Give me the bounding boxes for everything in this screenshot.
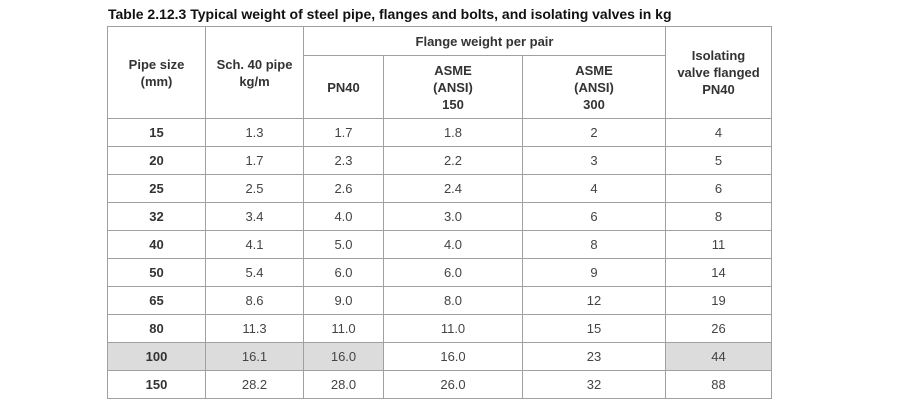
- table-row: 65 8.6 9.0 8.0 12 19: [107, 286, 772, 315]
- cell-isolating-valve: 6: [665, 174, 772, 203]
- cell-sch40: 16.1: [205, 342, 304, 371]
- cell-sch40: 1.3: [205, 118, 304, 147]
- table-row: 20 1.7 2.3 2.2 3 5: [107, 146, 772, 175]
- header-row-top: Pipe size (mm) Sch. 40 pipe kg/m Flange …: [107, 26, 772, 119]
- header-pn40: PN40: [303, 55, 384, 119]
- cell-asme-300: 12: [522, 286, 666, 315]
- table-row: 32 3.4 4.0 3.0 6 8: [107, 202, 772, 231]
- cell-asme-150: 3.0: [383, 202, 523, 231]
- cell-asme-150: 1.8: [383, 118, 523, 147]
- cell-isolating-valve: 26: [665, 314, 772, 343]
- header-flange-group: Flange weight per pair: [303, 26, 666, 56]
- cell-isolating-valve: 8: [665, 202, 772, 231]
- table-row: 50 5.4 6.0 6.0 9 14: [107, 258, 772, 287]
- cell-pn40: 6.0: [303, 258, 384, 287]
- cell-asme-300: 6: [522, 202, 666, 231]
- cell-pipe-size: 65: [107, 286, 206, 315]
- cell-isolating-valve: 88: [665, 370, 772, 399]
- cell-asme-150: 6.0: [383, 258, 523, 287]
- header-isolating-valve: Isolating valve flanged PN40: [665, 26, 772, 119]
- cell-asme-150: 11.0: [383, 314, 523, 343]
- cell-sch40: 4.1: [205, 230, 304, 259]
- cell-pipe-size: 50: [107, 258, 206, 287]
- cell-asme-150: 16.0: [383, 342, 523, 371]
- cell-asme-300: 4: [522, 174, 666, 203]
- cell-pn40: 4.0: [303, 202, 384, 231]
- table-row: 15 1.3 1.7 1.8 2 4: [107, 118, 772, 147]
- cell-pipe-size: 15: [107, 118, 206, 147]
- cell-isolating-valve: 11: [665, 230, 772, 259]
- cell-asme-300: 23: [522, 342, 666, 371]
- cell-sch40: 1.7: [205, 146, 304, 175]
- cell-pn40: 5.0: [303, 230, 384, 259]
- cell-asme-300: 2: [522, 118, 666, 147]
- table-caption: Table 2.12.3 Typical weight of steel pip…: [108, 6, 672, 22]
- cell-sch40: 3.4: [205, 202, 304, 231]
- header-asme-300: ASME (ANSI) 300: [522, 55, 666, 119]
- cell-asme-150: 2.2: [383, 146, 523, 175]
- header-asme-150: ASME (ANSI) 150: [383, 55, 523, 119]
- cell-sch40: 11.3: [205, 314, 304, 343]
- cell-pn40: 2.6: [303, 174, 384, 203]
- table-row-highlighted: 100 16.1 16.0 16.0 23 44: [107, 342, 772, 371]
- cell-asme-150: 4.0: [383, 230, 523, 259]
- cell-asme-150: 2.4: [383, 174, 523, 203]
- weights-table: Pipe size (mm) Sch. 40 pipe kg/m Flange …: [107, 26, 772, 399]
- cell-asme-300: 15: [522, 314, 666, 343]
- cell-asme-300: 32: [522, 370, 666, 399]
- table-row: 40 4.1 5.0 4.0 8 11: [107, 230, 772, 259]
- cell-pipe-size: 150: [107, 370, 206, 399]
- cell-pn40: 16.0: [303, 342, 384, 371]
- header-pipe-size: Pipe size (mm): [107, 26, 206, 119]
- cell-pipe-size: 40: [107, 230, 206, 259]
- cell-isolating-valve: 19: [665, 286, 772, 315]
- cell-pipe-size: 20: [107, 146, 206, 175]
- cell-pn40: 11.0: [303, 314, 384, 343]
- table-row: 25 2.5 2.6 2.4 4 6: [107, 174, 772, 203]
- cell-pipe-size: 32: [107, 202, 206, 231]
- cell-pn40: 2.3: [303, 146, 384, 175]
- cell-sch40: 28.2: [205, 370, 304, 399]
- cell-asme-300: 8: [522, 230, 666, 259]
- cell-isolating-valve: 5: [665, 146, 772, 175]
- cell-pn40: 9.0: [303, 286, 384, 315]
- cell-pipe-size: 25: [107, 174, 206, 203]
- cell-sch40: 8.6: [205, 286, 304, 315]
- cell-asme-300: 9: [522, 258, 666, 287]
- cell-asme-150: 26.0: [383, 370, 523, 399]
- cell-pn40: 28.0: [303, 370, 384, 399]
- cell-sch40: 2.5: [205, 174, 304, 203]
- header-row-sub: PN40 ASME (ANSI) 150 ASME (ANSI) 300: [108, 55, 772, 119]
- cell-asme-300: 3: [522, 146, 666, 175]
- cell-pn40: 1.7: [303, 118, 384, 147]
- cell-isolating-valve: 14: [665, 258, 772, 287]
- table-row: 80 11.3 11.0 11.0 15 26: [107, 314, 772, 343]
- cell-pipe-size: 80: [107, 314, 206, 343]
- header-sch40-pipe: Sch. 40 pipe kg/m: [205, 26, 304, 119]
- cell-isolating-valve: 4: [665, 118, 772, 147]
- cell-sch40: 5.4: [205, 258, 304, 287]
- cell-isolating-valve: 44: [665, 342, 772, 371]
- cell-pipe-size: 100: [107, 342, 206, 371]
- table-row: 150 28.2 28.0 26.0 32 88: [107, 370, 772, 399]
- cell-asme-150: 8.0: [383, 286, 523, 315]
